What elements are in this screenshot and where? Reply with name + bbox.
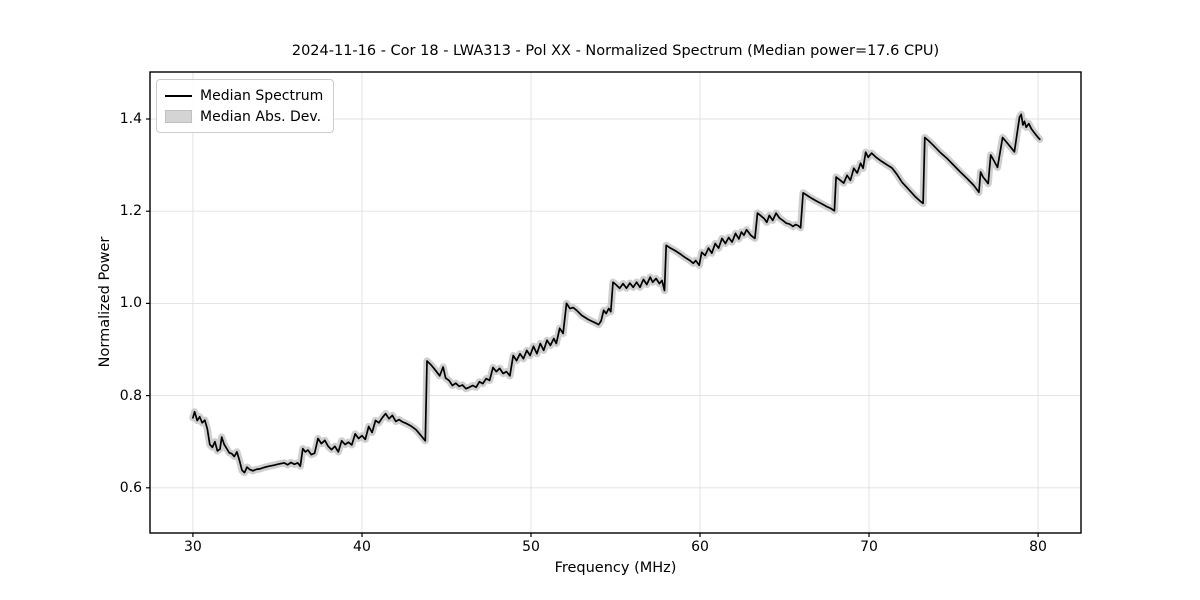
- y-tick-label: 1.2: [119, 203, 142, 220]
- chart-title: 2024-11-16 - Cor 18 - LWA313 - Pol XX - …: [291, 43, 940, 59]
- mad-band: [189, 110, 1044, 477]
- legend-item-median-spectrum: Median Spectrum: [165, 85, 323, 106]
- patch-swatch-icon: [165, 110, 192, 123]
- y-tick-label: 1.0: [119, 295, 142, 312]
- x-tick-label: 70: [860, 539, 878, 555]
- plot-svg: [146, 71, 1082, 537]
- y-tick-label: 0.8: [119, 387, 142, 404]
- legend-item-median-abs-dev: Median Abs. Dev.: [165, 106, 323, 127]
- plot-border: [149, 71, 1082, 534]
- x-tick-label: 40: [353, 539, 371, 555]
- plot-area: [146, 71, 1082, 537]
- x-tick-label: 30: [184, 539, 202, 555]
- x-tick-label: 60: [691, 539, 709, 555]
- line-swatch-icon: [165, 94, 192, 97]
- y-tick-label: 1.4: [119, 111, 142, 128]
- y-axis-label-text: Normalized Power: [97, 236, 113, 368]
- median-spectrum-line: [192, 113, 1041, 474]
- x-tick-label: 80: [1029, 539, 1047, 555]
- legend-label: Median Spectrum: [200, 87, 324, 104]
- y-tick-label: 0.6: [119, 479, 142, 496]
- legend-label: Median Abs. Dev.: [200, 108, 322, 125]
- legend: Median Spectrum Median Abs. Dev.: [156, 79, 335, 133]
- x-axis-label: Frequency (MHz): [554, 560, 677, 576]
- x-tick-label: 50: [522, 539, 540, 555]
